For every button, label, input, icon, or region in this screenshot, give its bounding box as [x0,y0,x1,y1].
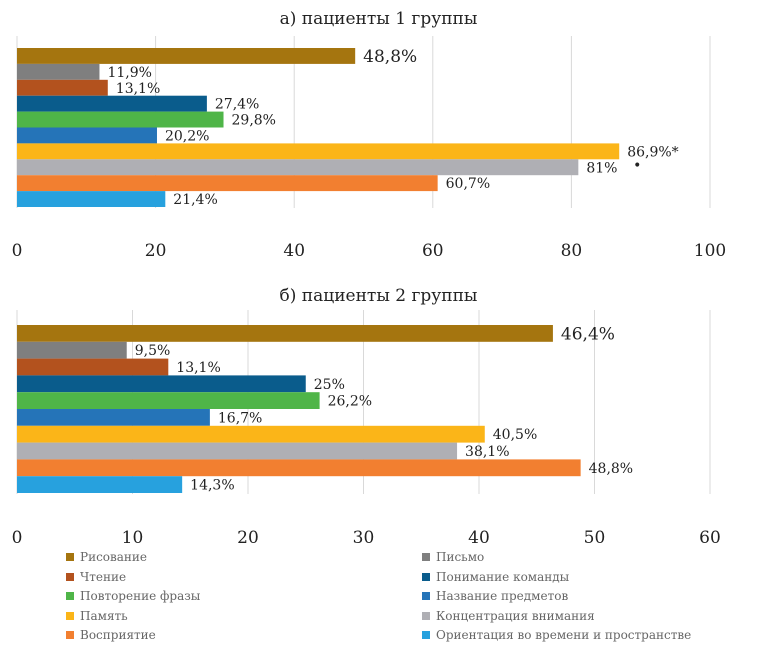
legend-swatch [66,592,74,600]
legend-item: Понимание команды [422,570,569,584]
legend-label: Понимание команды [436,569,570,584]
bar [17,175,438,192]
legend-label: Письмо [436,550,485,564]
bar [17,358,169,376]
legend-item: Концентрация внимания [422,609,595,623]
data-label: 13,1% [116,81,160,97]
x-tick-label: 60 [422,241,444,261]
data-label: 26,2% [328,394,372,410]
bar [17,476,183,493]
data-label: 86,9%* [627,144,678,160]
bar [17,425,485,443]
legend-swatch [66,631,74,639]
legend-item: Письмо [422,550,484,564]
data-label: 14,3% [190,478,234,494]
data-label: 9,5% [135,343,171,359]
legend-swatch [66,553,74,561]
x-tick-label: 0 [12,241,23,261]
bar [17,48,356,64]
bar [17,375,306,393]
bar [17,341,127,359]
legend-swatch [422,592,430,600]
legend-label: Концентрация внимания [436,608,595,623]
legend-label: Чтение [80,569,127,584]
legend-item: Повторение фразы [66,589,200,603]
data-label: 27,4% [215,97,259,113]
x-tick-label: 20 [145,241,167,261]
data-label: 16,7% [218,410,262,426]
legend-swatch [422,572,430,581]
data-label: 40,5% [493,427,537,443]
bar [17,63,100,80]
legend-swatch [422,611,430,620]
legend-swatch [66,611,74,620]
chart-legend: Рисование Письмо Чтение Понимание команды По… [0,546,757,656]
bar [17,191,166,207]
bar [17,325,553,342]
bar [17,143,620,160]
bar [17,409,210,426]
bar [17,392,320,409]
legend-swatch [422,631,430,639]
legend-item: Ориентация во времени и пространстве [422,628,691,642]
data-label: 20,2% [165,128,209,144]
legend-item: Чтение [66,570,126,584]
x-tick-label: 100 [694,241,726,261]
legend-item: Рисование [66,550,147,564]
data-label: 29,8% [232,113,276,129]
x-tick-label: 50 [584,528,606,546]
data-label: 81% [586,160,617,176]
legend-item: Память [66,609,128,623]
annotation-marker: • [633,158,641,174]
chart-title-1: а) пациенты 1 группы [280,9,478,29]
data-label: 25% [314,377,345,393]
data-label: 11,9% [107,65,151,81]
x-tick-label: 40 [283,241,305,261]
bar [17,95,207,112]
bar [17,79,108,96]
data-label: 13,1% [176,360,220,376]
bar [17,159,579,176]
bar [17,442,458,460]
x-tick-label: 80 [561,241,583,261]
legend-label: Память [80,608,128,623]
x-tick-label: 40 [468,528,490,546]
legend-item: Восприятие [66,628,156,642]
x-tick-label: 10 [122,528,144,546]
legend-label: Рисование [80,550,148,564]
legend-swatch [66,572,74,581]
x-tick-label: 30 [353,528,375,546]
data-label: 38,1% [465,444,509,460]
legend-label: Название предметов [436,589,569,603]
bar [17,127,157,144]
legend-item: Название предметов [422,589,568,603]
data-label: 48,8% [589,461,633,477]
bar [17,459,581,477]
data-label: 46,4% [561,324,615,344]
data-label: 48,8% [363,47,417,67]
data-label: 60,7% [446,176,490,192]
legend-label: Восприятие [80,628,156,642]
data-label: 21,4% [173,192,217,208]
legend-label: Ориентация во времени и пространстве [436,628,692,642]
bar [17,111,224,128]
x-tick-label: 60 [699,528,721,546]
chart-title-2: б) пациенты 2 группы [280,286,478,306]
legend-label: Повторение фразы [80,589,201,603]
x-tick-label: 0 [12,528,23,546]
x-tick-label: 20 [237,528,259,546]
legend-swatch [422,553,430,561]
